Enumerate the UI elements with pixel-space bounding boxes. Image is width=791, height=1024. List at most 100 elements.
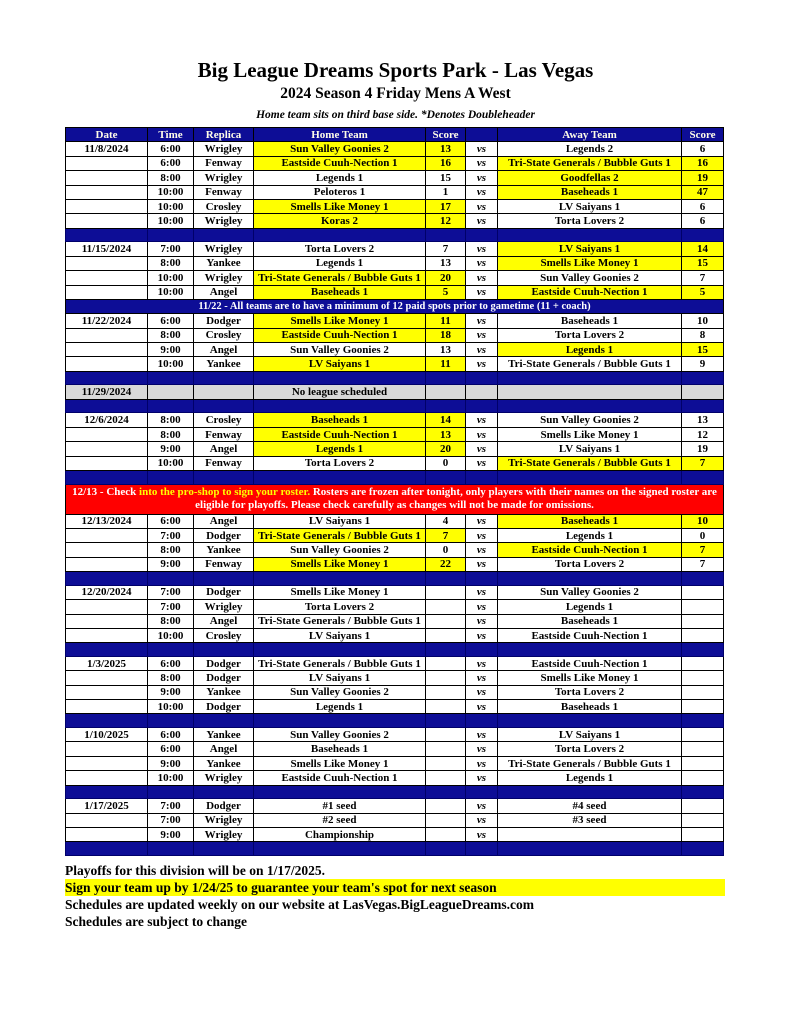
separator-cell <box>681 642 724 657</box>
replica-cell <box>193 384 254 400</box>
date-cell: 12/20/2024 <box>65 584 148 601</box>
date-cell <box>65 684 148 701</box>
vs-label: vs <box>465 155 498 172</box>
away-team-cell: Baseheads 1 <box>497 699 682 715</box>
away-team-cell <box>497 384 682 400</box>
home-team-cell: #1 seed <box>253 798 426 814</box>
separator-cell <box>65 713 148 729</box>
separator-cell <box>465 370 498 386</box>
column-header-score-7: Score <box>681 126 724 143</box>
replica-cell: Yankee <box>193 755 254 772</box>
separator-cell <box>65 642 148 657</box>
away-score-cell: 13 <box>681 412 724 428</box>
separator-cell <box>425 398 466 414</box>
vs-label: vs <box>465 599 498 615</box>
separator-cell <box>193 571 254 586</box>
separator-cell <box>681 227 724 243</box>
home-team-cell: Eastside Cuuh-Nection 1 <box>253 327 426 344</box>
away-score-cell <box>681 670 724 686</box>
game-row: 7:00 Dodger Tri-State Generals / Bubble Gu… <box>65 527 724 544</box>
banner-text-segment: 12/13 - Check <box>72 485 140 498</box>
vs-label: vs <box>465 412 498 428</box>
time-cell: 10:00 <box>147 270 194 286</box>
separator-cell <box>425 571 466 586</box>
date-cell: 12/13/2024 <box>65 513 148 529</box>
column-header-away-team-6: Away Team <box>497 126 682 143</box>
home-team-cell: Torta Lovers 2 <box>253 241 426 257</box>
time-cell: 6:00 <box>147 313 194 329</box>
separator-cell <box>425 370 466 386</box>
home-team-cell: LV Saiyans 1 <box>253 513 426 529</box>
column-header-score-4: Score <box>425 126 466 143</box>
away-team-cell: #3 seed <box>497 812 682 828</box>
away-score-cell <box>681 812 724 828</box>
separator-cell <box>425 841 466 856</box>
home-score-cell <box>425 812 466 828</box>
separator-cell <box>65 469 148 485</box>
game-row: 9:00 Yankee Sun Valley Goonies 2 vs Torta Lo… <box>65 684 724 701</box>
replica-cell: Wrigley <box>193 213 254 229</box>
home-team-cell: LV Saiyans 1 <box>253 627 426 644</box>
replica-cell: Fenway <box>193 184 254 200</box>
date-cell: 1/10/2025 <box>65 727 148 743</box>
date-cell: 1/17/2025 <box>65 798 148 814</box>
replica-cell: Angel <box>193 513 254 529</box>
time-cell: 8:00 <box>147 327 194 344</box>
away-team-cell: LV Saiyans 1 <box>497 441 682 457</box>
date-cell <box>65 441 148 457</box>
vs-label: vs <box>465 141 498 157</box>
date-cell <box>65 613 148 629</box>
game-row: 10:00 Angel Baseheads 1 5 vs Eastside Cuuh-Ne… <box>65 284 724 300</box>
vs-label: vs <box>465 213 498 229</box>
vs-label: vs <box>465 455 498 471</box>
home-score-cell: 20 <box>425 270 466 286</box>
time-cell: 6:00 <box>147 155 194 172</box>
schedule-table-body: 11/8/2024 6:00 Wrigley Sun Valley Goonies 2… <box>65 141 724 856</box>
separator-cell <box>193 841 254 856</box>
vs-label: vs <box>465 670 498 686</box>
replica-cell: Wrigley <box>193 826 254 843</box>
vs-label: vs <box>465 812 498 828</box>
game-row: 12/6/2024 8:00 Crosley Baseheads 1 14 vs Sun V… <box>65 412 724 428</box>
home-score-cell <box>425 684 466 701</box>
time-cell: 10:00 <box>147 356 194 372</box>
time-cell: 8:00 <box>147 542 194 558</box>
away-score-cell <box>681 655 724 672</box>
header-row: Date Time Replica Home Team Score Away Team Sc… <box>65 126 724 143</box>
home-score-cell: 15 <box>425 170 466 186</box>
home-score-cell <box>425 755 466 772</box>
date-cell <box>65 270 148 286</box>
away-score-cell <box>681 599 724 615</box>
home-team-cell: Eastside Cuuh-Nection 1 <box>253 426 426 443</box>
league-note-text: 11/22 - All teams are to have a minimum … <box>65 298 724 315</box>
time-cell: 7:00 <box>147 584 194 601</box>
schedule-page: Big League Dreams Sports Park - Las Vega… <box>65 58 725 929</box>
game-row: 9:00 Yankee Smells Like Money 1 vs Tri-State… <box>65 755 724 772</box>
game-row: 12/13/2024 6:00 Angel LV Saiyans 1 4 vs Basehe… <box>65 513 724 529</box>
away-score-cell: 6 <box>681 141 724 157</box>
away-team-cell: Goodfellas 2 <box>497 170 682 186</box>
home-team-cell: Legends 1 <box>253 441 426 457</box>
date-cell <box>65 213 148 229</box>
away-team-cell: Legends 1 <box>497 527 682 544</box>
time-cell: 10:00 <box>147 770 194 786</box>
time-cell: 10:00 <box>147 455 194 471</box>
game-row: 1/10/2025 6:00 Yankee Sun Valley Goonies 2 v… <box>65 727 724 743</box>
separator-cell <box>497 784 682 800</box>
column-header-date-0: Date <box>65 126 148 143</box>
replica-cell: Dodger <box>193 670 254 686</box>
home-team-cell: Sun Valley Goonies 2 <box>253 727 426 743</box>
separator-cell <box>65 571 148 586</box>
away-team-cell: Torta Lovers 2 <box>497 213 682 229</box>
date-cell <box>65 599 148 615</box>
home-team-cell: Smells Like Money 1 <box>253 198 426 215</box>
schedule-table-header: Date Time Replica Home Team Score Away Team Sc… <box>65 126 724 143</box>
away-team-cell: Sun Valley Goonies 2 <box>497 270 682 286</box>
date-cell: 11/29/2024 <box>65 384 148 400</box>
separator-cell <box>465 642 498 657</box>
away-score-cell: 0 <box>681 527 724 544</box>
separator-cell <box>465 469 498 485</box>
vs-label: vs <box>465 342 498 358</box>
replica-cell: Yankee <box>193 727 254 743</box>
separator-row <box>65 227 724 243</box>
